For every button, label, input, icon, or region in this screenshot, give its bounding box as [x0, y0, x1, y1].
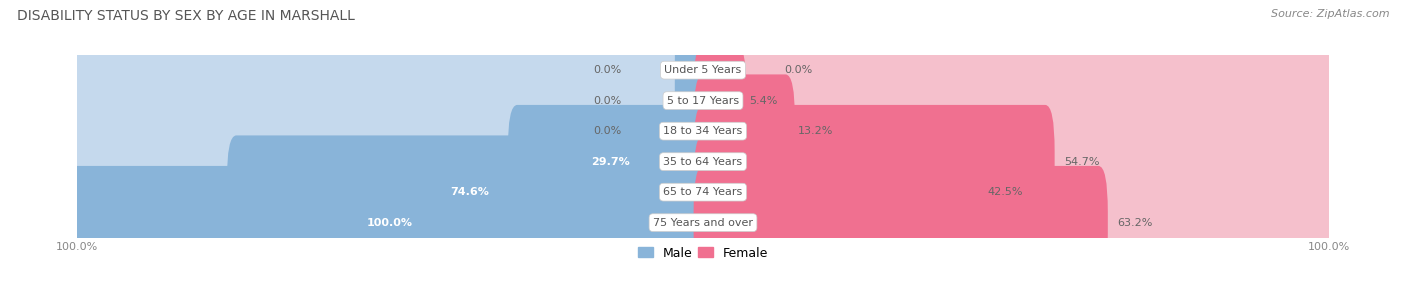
- Text: 65 to 74 Years: 65 to 74 Years: [664, 187, 742, 197]
- Legend: Male, Female: Male, Female: [633, 242, 773, 265]
- Text: 100.0%: 100.0%: [367, 218, 413, 228]
- FancyBboxPatch shape: [77, 177, 1329, 207]
- FancyBboxPatch shape: [226, 135, 713, 249]
- FancyBboxPatch shape: [77, 116, 1329, 146]
- Text: Source: ZipAtlas.com: Source: ZipAtlas.com: [1271, 9, 1389, 19]
- Text: 0.0%: 0.0%: [593, 126, 621, 136]
- Text: 42.5%: 42.5%: [987, 187, 1024, 197]
- FancyBboxPatch shape: [693, 105, 1339, 218]
- FancyBboxPatch shape: [693, 135, 1339, 249]
- Text: 0.0%: 0.0%: [593, 96, 621, 106]
- FancyBboxPatch shape: [77, 146, 1329, 177]
- Text: 35 to 64 Years: 35 to 64 Years: [664, 157, 742, 167]
- FancyBboxPatch shape: [67, 135, 713, 249]
- Text: Under 5 Years: Under 5 Years: [665, 65, 741, 75]
- FancyBboxPatch shape: [693, 105, 1054, 218]
- FancyBboxPatch shape: [693, 44, 1339, 157]
- FancyBboxPatch shape: [693, 74, 794, 188]
- Text: DISABILITY STATUS BY SEX BY AGE IN MARSHALL: DISABILITY STATUS BY SEX BY AGE IN MARSH…: [17, 9, 354, 23]
- FancyBboxPatch shape: [693, 74, 1339, 188]
- FancyBboxPatch shape: [67, 44, 713, 157]
- Text: 5.4%: 5.4%: [749, 96, 778, 106]
- Text: 0.0%: 0.0%: [785, 65, 813, 75]
- Text: 0.0%: 0.0%: [593, 65, 621, 75]
- FancyBboxPatch shape: [675, 74, 713, 188]
- FancyBboxPatch shape: [77, 207, 1329, 238]
- Text: 5 to 17 Years: 5 to 17 Years: [666, 96, 740, 106]
- Text: 13.2%: 13.2%: [799, 126, 834, 136]
- FancyBboxPatch shape: [693, 166, 1339, 279]
- Text: 74.6%: 74.6%: [450, 187, 489, 197]
- FancyBboxPatch shape: [67, 74, 713, 188]
- FancyBboxPatch shape: [693, 44, 747, 157]
- FancyBboxPatch shape: [67, 105, 713, 218]
- FancyBboxPatch shape: [77, 85, 1329, 116]
- FancyBboxPatch shape: [508, 105, 713, 218]
- Text: 54.7%: 54.7%: [1064, 157, 1099, 167]
- FancyBboxPatch shape: [693, 13, 1339, 127]
- FancyBboxPatch shape: [675, 13, 713, 127]
- Text: 63.2%: 63.2%: [1118, 218, 1153, 228]
- FancyBboxPatch shape: [693, 166, 1108, 279]
- FancyBboxPatch shape: [693, 135, 979, 249]
- Text: 75 Years and over: 75 Years and over: [652, 218, 754, 228]
- FancyBboxPatch shape: [67, 166, 713, 279]
- FancyBboxPatch shape: [693, 13, 731, 127]
- FancyBboxPatch shape: [675, 44, 713, 157]
- Text: 29.7%: 29.7%: [591, 157, 630, 167]
- Text: 18 to 34 Years: 18 to 34 Years: [664, 126, 742, 136]
- FancyBboxPatch shape: [67, 166, 713, 279]
- FancyBboxPatch shape: [67, 13, 713, 127]
- FancyBboxPatch shape: [77, 55, 1329, 85]
